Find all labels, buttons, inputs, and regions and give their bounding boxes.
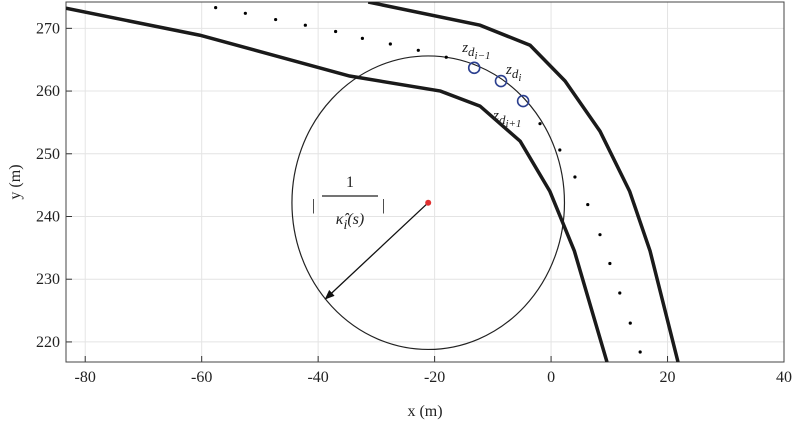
center-dot bbox=[586, 202, 590, 207]
y-tick-label: 260 bbox=[36, 83, 60, 100]
x-tick-label: 0 bbox=[547, 369, 555, 386]
plot-frame bbox=[65, 1, 785, 363]
center-dot bbox=[334, 29, 338, 34]
y-tick-label: 230 bbox=[36, 271, 60, 288]
x-tick-label: -80 bbox=[75, 369, 96, 386]
x-tick-label: 20 bbox=[660, 369, 676, 386]
formula-numerator: 1 bbox=[346, 174, 354, 191]
x-tick-label: 40 bbox=[776, 369, 792, 386]
center-dot bbox=[416, 48, 420, 52]
radius-arrow bbox=[324, 202, 429, 300]
center-dot bbox=[608, 261, 612, 266]
waypoint-label: zdi+1 bbox=[492, 108, 521, 130]
center-dot bbox=[573, 175, 577, 179]
waypoint bbox=[467, 61, 481, 75]
center-dot bbox=[388, 42, 392, 46]
waypoint-label: zdi−1 bbox=[461, 40, 490, 62]
x-axis-label: x (m) bbox=[407, 403, 442, 420]
curvature-circle bbox=[291, 55, 566, 351]
center-dot bbox=[598, 233, 602, 237]
kappa-arg: (s) bbox=[347, 211, 364, 228]
center-dot bbox=[274, 17, 278, 22]
label-base: z bbox=[492, 108, 499, 124]
center-dot bbox=[444, 55, 448, 59]
center-dot bbox=[360, 36, 365, 40]
label-subsub: i−1 bbox=[475, 50, 491, 62]
road-boundary bbox=[66, 6, 609, 362]
center-dot bbox=[638, 350, 642, 354]
center-dot bbox=[558, 148, 562, 152]
center-dot bbox=[214, 6, 218, 10]
plot-area: | | 1 κ̂i(s) bbox=[66, 2, 680, 362]
waypoint-label: zdi bbox=[505, 62, 521, 84]
center-dot bbox=[618, 291, 622, 295]
label-subsub: i bbox=[518, 72, 521, 84]
y-tick-label: 270 bbox=[36, 20, 60, 37]
center-dot bbox=[303, 23, 307, 27]
label-subsub: i+1 bbox=[505, 118, 521, 130]
center-dot bbox=[243, 11, 247, 15]
x-tick-label: -40 bbox=[307, 369, 328, 386]
center-dot bbox=[628, 321, 632, 325]
y-tick-label: 250 bbox=[36, 146, 60, 163]
road-boundary bbox=[367, 2, 680, 362]
waypoint bbox=[516, 94, 530, 108]
label-sub: d bbox=[512, 66, 519, 81]
y-tick-label: 220 bbox=[36, 334, 60, 351]
label-sub: d bbox=[499, 112, 506, 127]
x-tick-label: -20 bbox=[424, 369, 445, 386]
formula-bar: | bbox=[312, 197, 315, 214]
formula-denominator: κ̂i(s) bbox=[336, 211, 364, 233]
label-base: z bbox=[505, 62, 512, 78]
label-base: z bbox=[461, 40, 468, 56]
x-tick-label: -60 bbox=[191, 369, 212, 386]
center-dot bbox=[538, 122, 542, 126]
kappa-sub: i bbox=[343, 218, 347, 233]
label-sub: d bbox=[468, 44, 475, 59]
y-tick-label: 240 bbox=[36, 208, 60, 225]
waypoint bbox=[494, 74, 508, 88]
circle-center bbox=[425, 199, 432, 206]
formula-bar: | bbox=[382, 197, 385, 214]
y-axis-label: y (m) bbox=[7, 164, 24, 199]
